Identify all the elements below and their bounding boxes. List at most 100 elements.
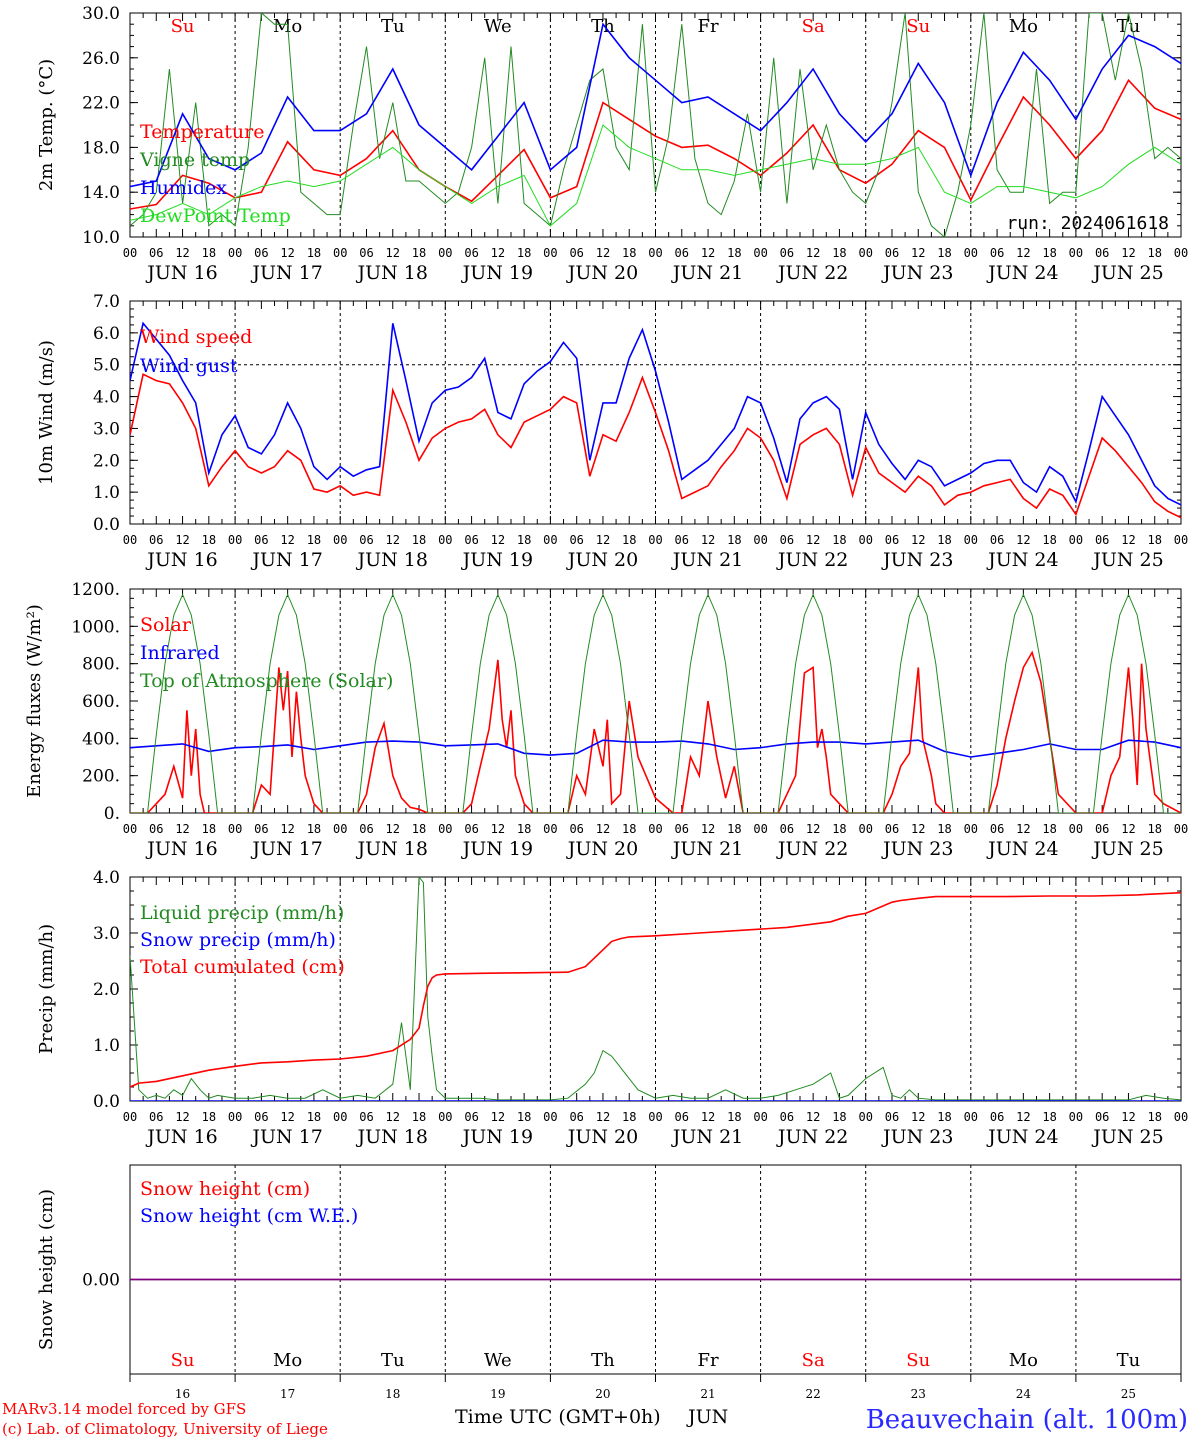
legend-entry: Infrared [140, 642, 220, 664]
weekday-label: Mo [273, 1350, 302, 1371]
hour-label: 18 [1042, 1110, 1056, 1124]
series-line [130, 321, 1181, 506]
y-tick-label: 1200. [71, 580, 120, 600]
hour-label: 00 [1069, 1110, 1083, 1124]
hour-label: 06 [990, 533, 1004, 547]
hour-label: 18 [1042, 533, 1056, 547]
hour-label: 18 [517, 533, 531, 547]
hour-label: 12 [1121, 533, 1135, 547]
hour-label: 00 [123, 246, 137, 260]
hour-label: 12 [491, 246, 505, 260]
hour-label: 06 [675, 1110, 689, 1124]
legend-entry: Snow precip (mm/h) [140, 929, 336, 951]
hour-label: 18 [622, 533, 636, 547]
hour-label: 00 [123, 822, 137, 836]
hour-label: 00 [858, 246, 872, 260]
y-tick-label: 200. [82, 767, 120, 787]
weekday-label: Tu [1117, 1350, 1141, 1371]
y-tick-label: 0.00 [82, 1271, 120, 1291]
series-line [130, 593, 1181, 813]
hour-label: 06 [1095, 1110, 1109, 1124]
hour-label: 00 [1174, 246, 1188, 260]
hour-label: 18 [1147, 822, 1161, 836]
hour-label: 18 [1147, 246, 1161, 260]
y-tick-label: 14.0 [82, 183, 120, 203]
hour-label: 12 [596, 1110, 610, 1124]
hour-label: 12 [175, 1110, 189, 1124]
y-tick-label: 5.0 [93, 356, 120, 376]
y-axis-label: Energy fluxes (W/m²) [24, 604, 45, 798]
hour-label: 12 [386, 533, 400, 547]
y-tick-label: 1.0 [93, 483, 120, 503]
hour-label: 18 [727, 822, 741, 836]
hour-label: 12 [1121, 822, 1135, 836]
hour-label: 12 [1121, 1110, 1135, 1124]
weekday-label: Tu [381, 16, 405, 37]
hour-label: 12 [701, 1110, 715, 1124]
hour-label: 00 [438, 1110, 452, 1124]
hour-label: 18 [202, 246, 216, 260]
day-label: JUN 25 [1091, 262, 1163, 284]
series-group [130, 593, 1181, 813]
series-group [130, 13, 1181, 237]
day-label: JUN 22 [776, 1126, 848, 1148]
hour-label: 06 [885, 822, 899, 836]
day-number: 21 [700, 1387, 715, 1401]
hour-label: 18 [622, 822, 636, 836]
legend-entry: Solar [140, 614, 192, 636]
hour-label: 06 [254, 246, 268, 260]
hour-label: 18 [412, 822, 426, 836]
hour-label: 12 [911, 246, 925, 260]
hour-label: 00 [228, 246, 242, 260]
weekday-label: We [484, 1350, 512, 1371]
hour-label: 06 [149, 822, 163, 836]
hour-label: 06 [675, 246, 689, 260]
hour-label: 12 [911, 533, 925, 547]
day-label: JUN 20 [566, 549, 638, 571]
y-tick-label: 22.0 [82, 94, 120, 114]
hour-label: 06 [1095, 822, 1109, 836]
day-label: JUN 23 [881, 1126, 953, 1148]
hour-label: 12 [175, 246, 189, 260]
hour-label: 00 [438, 533, 452, 547]
precip-panel: 0.0 1.0 2.0 3.0 4.0 Precip (mm/h) 00 06 12 18 JUN … [36, 868, 1188, 1148]
hour-label: 00 [964, 822, 978, 836]
series-line [130, 739, 1181, 758]
series-line [130, 22, 1181, 188]
day-label: JUN 17 [250, 262, 322, 284]
weekday-label: Fr [698, 16, 719, 37]
y-axis-label: Precip (mm/h) [36, 924, 57, 1054]
hour-label: 18 [1042, 246, 1056, 260]
hour-label: 12 [280, 822, 294, 836]
energy-flux-panel: 0. 200. 400. 600. 800. 1000. 1200. Energy fluxe… [24, 580, 1188, 860]
weekday-label: We [484, 16, 512, 37]
hour-label: 18 [307, 533, 321, 547]
day-label: JUN 22 [776, 549, 848, 571]
series-line [130, 13, 1181, 237]
legend-entry: DewPoint Temp [140, 205, 291, 227]
hour-label: 12 [596, 533, 610, 547]
day-label: JUN 25 [1091, 1126, 1163, 1148]
weekday-label: Su [171, 1350, 195, 1371]
day-label: JUN 18 [356, 1126, 428, 1148]
day-label: JUN 19 [461, 838, 533, 860]
series-line [130, 373, 1181, 519]
hour-label: 18 [412, 246, 426, 260]
hour-label: 12 [491, 822, 505, 836]
hour-label: 12 [1016, 822, 1030, 836]
hour-label: 00 [753, 533, 767, 547]
y-tick-label: 6.0 [93, 324, 120, 344]
day-number: 20 [595, 1387, 610, 1401]
hour-label: 00 [753, 1110, 767, 1124]
hour-label: 06 [359, 1110, 373, 1124]
hour-label: 18 [727, 533, 741, 547]
y-tick-label: 0.0 [93, 1092, 120, 1112]
series-line [130, 891, 1181, 1088]
hour-label: 12 [596, 822, 610, 836]
hour-label: 18 [937, 1110, 951, 1124]
hour-label: 06 [990, 1110, 1004, 1124]
hour-label: 06 [359, 533, 373, 547]
day-label: JUN 22 [776, 262, 848, 284]
hour-label: 18 [202, 533, 216, 547]
hour-label: 06 [675, 822, 689, 836]
